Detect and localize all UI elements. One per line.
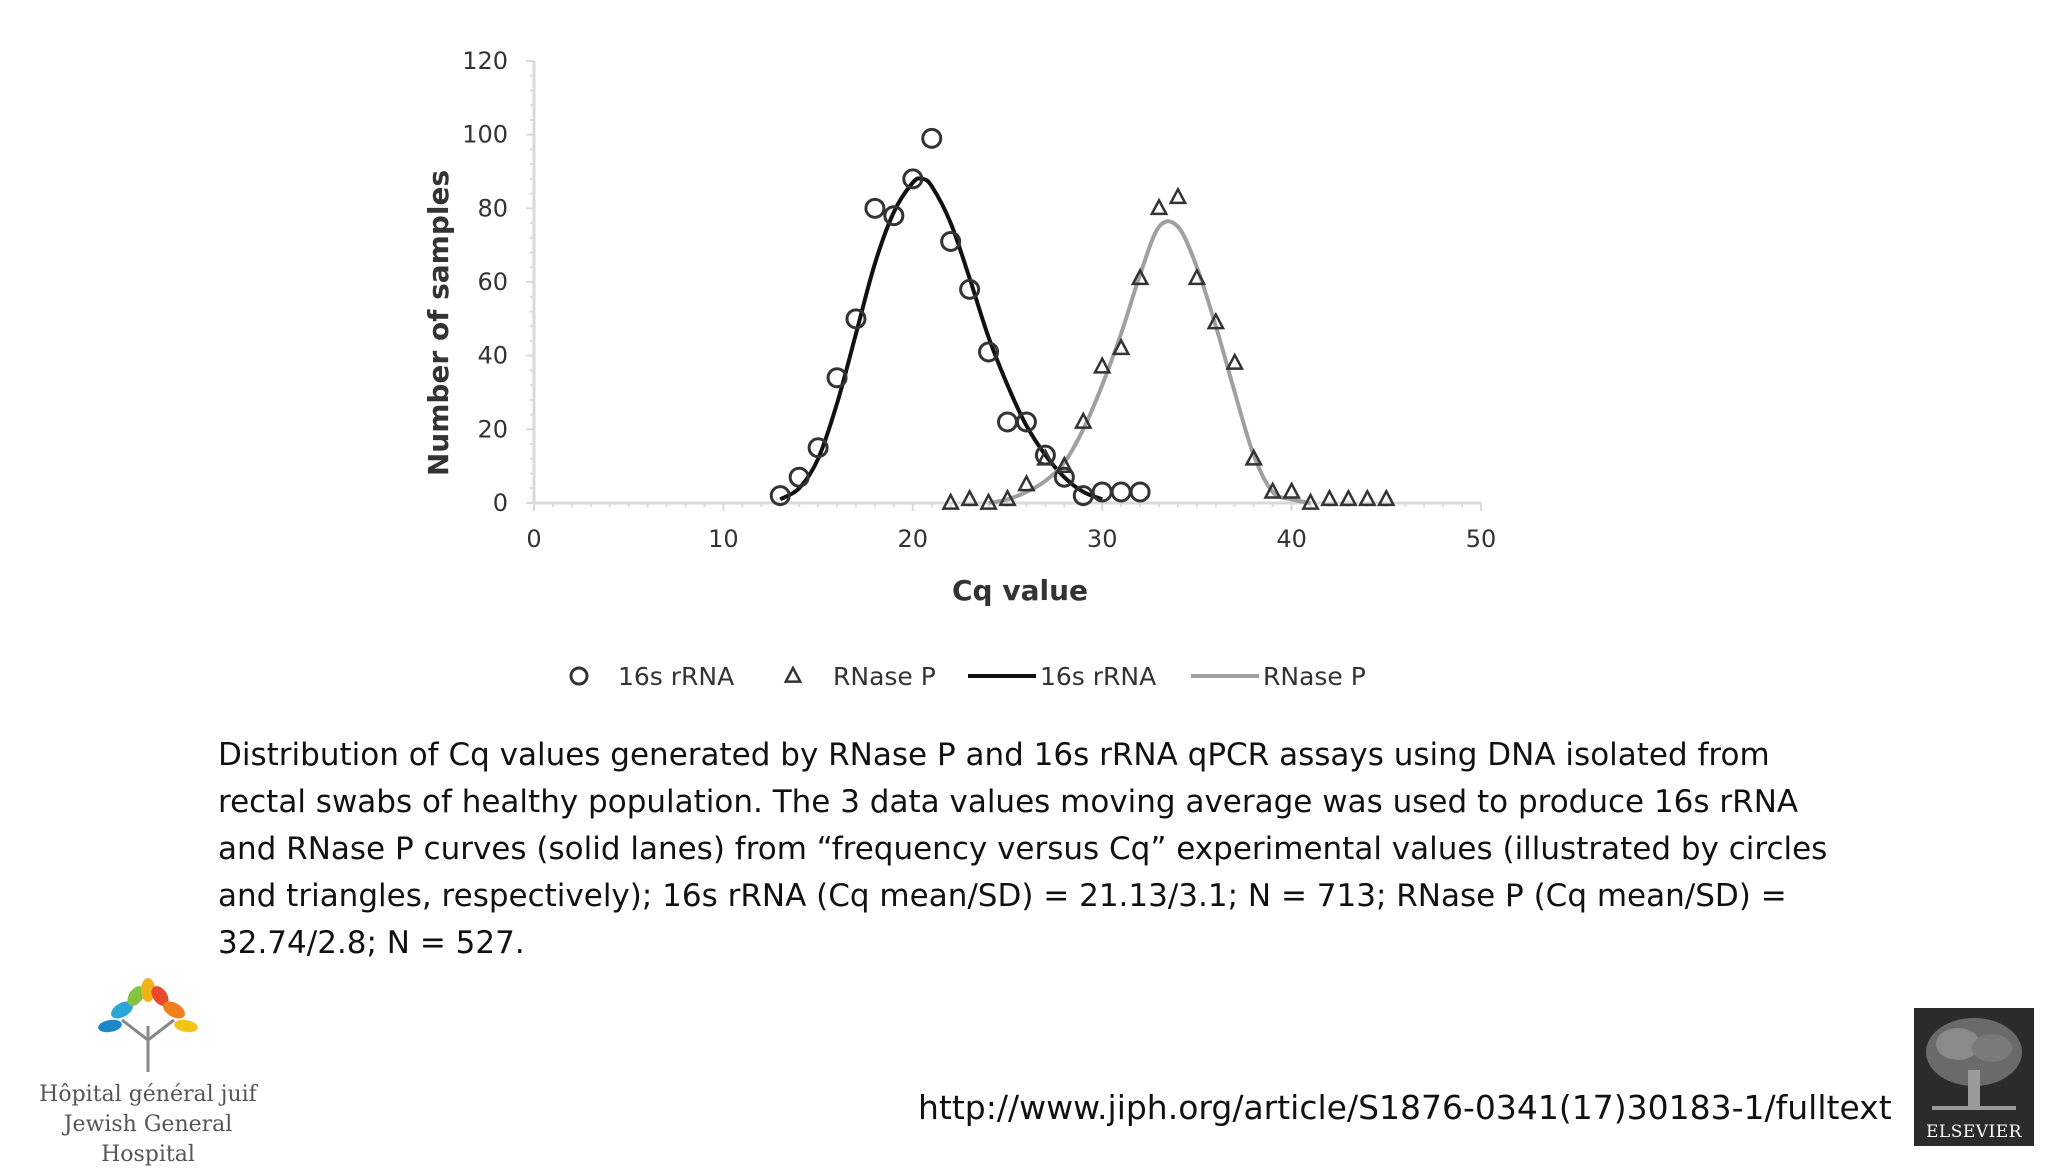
x-axis-label: Cq value (952, 574, 1088, 607)
triangle-point (1017, 473, 1036, 492)
y-tick-label: 60 (477, 268, 508, 296)
legend-label: 16s rRNA (1040, 662, 1156, 691)
triangle-point (1225, 352, 1245, 370)
triangle-point (1111, 337, 1131, 356)
triangle-point (1130, 267, 1150, 286)
circle-point (1129, 481, 1151, 503)
circle-point (883, 205, 905, 227)
hospital-name-fr: Hôpital général juif (39, 1082, 257, 1107)
circle-point (1015, 411, 1037, 433)
figure-caption: Distribution of Cq values generated by R… (218, 737, 1828, 961)
y-tick-label: 80 (477, 194, 508, 222)
data-marks (769, 127, 1396, 510)
circle-point (1072, 485, 1094, 507)
y-tick-label: 100 (462, 121, 508, 149)
x-tick-label: 40 (1276, 525, 1307, 553)
y-tick-label: 0 (493, 489, 508, 517)
triangle-point (1244, 448, 1263, 466)
cq-distribution-chart: 0 10 20 30 40 50 0 20 40 60 80 100 120 Cq value Numb… (422, 47, 1496, 691)
x-tick-label: 50 (1466, 525, 1497, 553)
y-axis-label: Number of samples (422, 170, 455, 476)
y-tick-label: 20 (477, 415, 508, 443)
circle-point (788, 466, 810, 488)
publisher-name: ELSEVIER (1926, 1122, 2022, 1142)
legend-triangle-swatch (783, 665, 803, 683)
triangle-point (998, 488, 1017, 507)
triangle-point (1206, 311, 1226, 330)
triangle-point (1263, 481, 1282, 499)
triangle-point (941, 492, 960, 510)
circle-point (845, 308, 867, 330)
triangle-point (1282, 481, 1301, 499)
curves (779, 176, 1311, 505)
elsevier-logo: ELSEVIER (1914, 1008, 2034, 1146)
circle-point (921, 127, 943, 149)
curve-3 (988, 219, 1311, 505)
elsevier-tree-icon (1926, 1018, 2022, 1110)
triangle-point (960, 488, 979, 507)
circle-point (959, 278, 981, 300)
circle-point (864, 197, 886, 219)
legend-label: 16s rRNA (618, 662, 734, 691)
legend-label: RNase P (1263, 662, 1366, 691)
tree-icon (98, 978, 198, 1072)
y-tick-label: 120 (462, 47, 508, 75)
x-tick-label: 0 (526, 525, 541, 553)
triangle-point (1073, 411, 1093, 429)
circle-point (1053, 466, 1075, 488)
circle-point (902, 168, 924, 190)
triangle-point (1168, 186, 1188, 205)
triangle-point (1320, 488, 1339, 507)
x-tick-label: 30 (1087, 525, 1118, 553)
circle-point (807, 437, 829, 459)
hospital-name-en: Jewish General Hospital (63, 1112, 233, 1167)
legend: 16s rRNA RNase P 16s rRNA RNase P (569, 662, 1366, 691)
x-tick-label: 20 (898, 525, 929, 553)
triangle-point (1358, 488, 1377, 507)
circle-point (978, 341, 1000, 363)
curve-2 (779, 176, 1103, 502)
circle-point (769, 485, 791, 507)
triangle-point (979, 492, 998, 510)
circle-point (997, 411, 1018, 433)
legend-label: RNase P (833, 662, 936, 691)
x-tick-label: 10 (708, 525, 739, 553)
hospital-logo: Hôpital général juif Jewish General Hosp… (18, 968, 278, 1170)
circle-point (826, 367, 848, 389)
triangle-point (1036, 448, 1055, 466)
triangle-point (1149, 197, 1169, 216)
triangle-point (1055, 455, 1074, 474)
triangle-point (1339, 488, 1358, 507)
triangle-point (1092, 356, 1112, 374)
y-tick-label: 40 (477, 342, 508, 370)
triangle-point (1301, 492, 1320, 510)
article-url[interactable]: http://www.jiph.org/article/S1876-0341(1… (918, 1088, 1892, 1127)
triangle-point (1377, 488, 1396, 507)
legend-circle-swatch (569, 666, 589, 686)
circle-point (940, 230, 962, 252)
circle-point (1110, 481, 1132, 503)
triangle-point (1187, 267, 1207, 286)
axes: 0 10 20 30 40 50 0 20 40 60 80 100 120 (462, 47, 1496, 553)
